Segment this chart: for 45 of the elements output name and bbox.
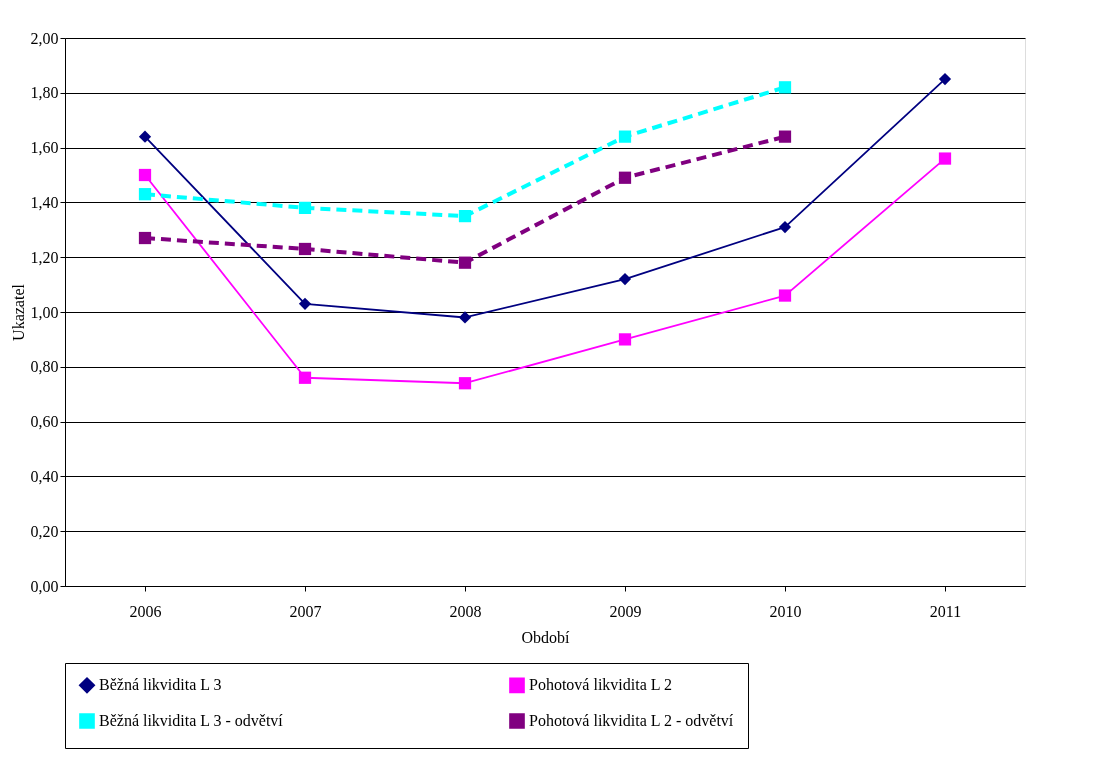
point: [618, 171, 632, 184]
point: [298, 242, 312, 256]
x-tick-label: 2011: [929, 602, 962, 620]
y-tick-label: 2,00: [30, 29, 59, 47]
legend-label: Pohotová likvidita L 2: [529, 676, 672, 694]
point: [458, 311, 472, 324]
point: [938, 152, 952, 165]
point: [298, 371, 312, 384]
point: [298, 201, 312, 214]
x-tick-label: 2009: [609, 602, 642, 620]
y-tick-label: 1,80: [30, 84, 59, 102]
legend-label: Pohotová likvidita L 2 - odvětví: [529, 712, 734, 729]
y-tick-label: 0,40: [30, 467, 59, 485]
point: [458, 209, 472, 223]
point: [618, 130, 632, 143]
point: [778, 130, 792, 143]
y-tick-label: 0,20: [30, 522, 59, 540]
point: [298, 297, 312, 310]
point: [458, 377, 472, 390]
legend-label: Běžná likvidita L 3: [99, 676, 222, 694]
point: [138, 231, 152, 245]
point: [138, 130, 152, 143]
legend-label: Běžná likvidita L 3 - odvětví: [99, 712, 284, 729]
y-tick-label: 1,00: [30, 303, 59, 321]
y-tick-label: 1,20: [30, 248, 59, 266]
y-tick-label: 1,60: [30, 139, 59, 157]
y-tick-label: 0,80: [30, 358, 59, 376]
x-tick-label: 2008: [449, 602, 482, 620]
x-tick-label: 2006: [129, 602, 162, 620]
point: [618, 333, 632, 346]
x-tick-label: 2007: [289, 602, 322, 620]
point: [778, 220, 792, 234]
x-tick-label: 2010: [769, 602, 802, 620]
x-axis-title: Období: [521, 628, 571, 646]
y-tick-label: 0,60: [30, 413, 59, 431]
y-tick-label: 1,40: [30, 193, 59, 211]
point: [778, 289, 792, 302]
point: [618, 273, 632, 286]
y-axis-title: Ukazatel: [9, 283, 27, 341]
point: [138, 168, 152, 182]
point: [138, 188, 152, 201]
point: [458, 256, 472, 269]
y-tick-label: 0,00: [30, 577, 59, 595]
point: [778, 81, 792, 94]
point: [938, 72, 952, 86]
